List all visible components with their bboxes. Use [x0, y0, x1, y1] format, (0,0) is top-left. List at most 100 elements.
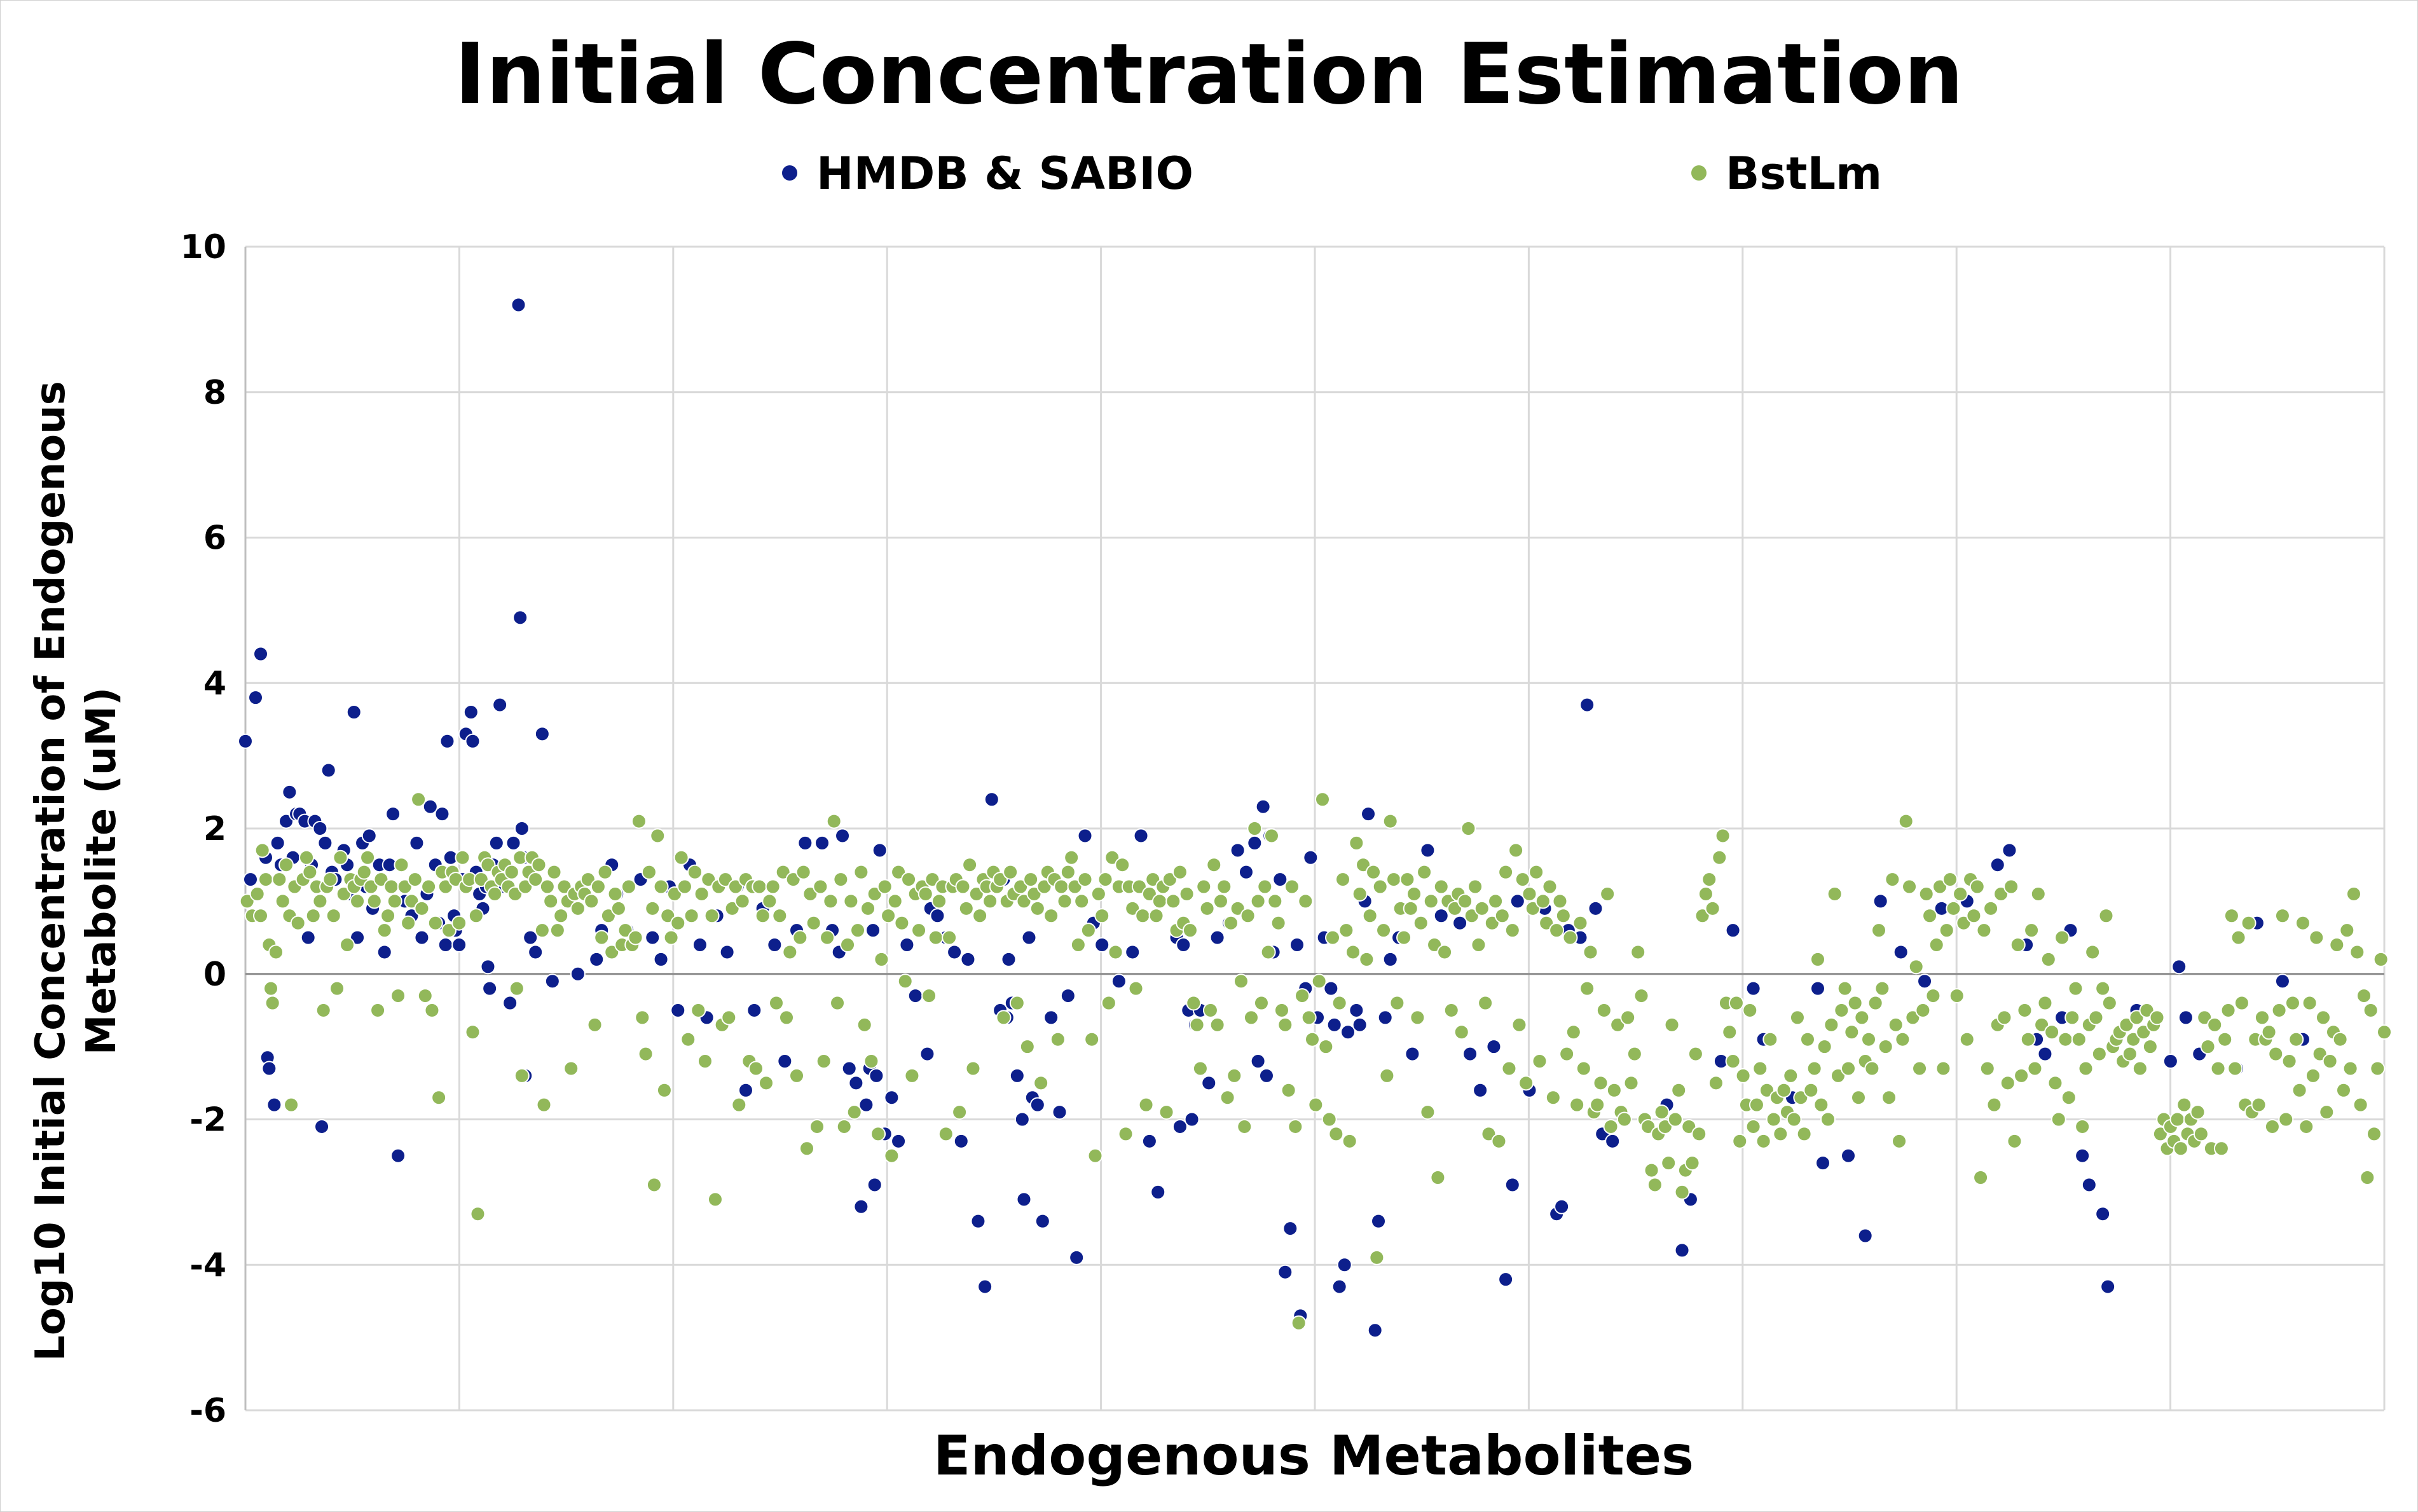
point-hmdb-sabio	[1289, 937, 1305, 952]
point-bstlm	[1854, 1010, 1870, 1026]
point-bstlm	[1054, 879, 1069, 895]
point-bstlm	[1715, 828, 1731, 844]
point-bstlm	[340, 937, 355, 952]
point-bstlm	[1366, 864, 1382, 880]
point-bstlm	[427, 915, 443, 931]
point-bstlm	[1803, 1082, 1819, 1098]
point-hmdb-sabio	[570, 966, 586, 982]
point-hmdb-sabio	[1367, 1323, 1383, 1338]
point-hmdb-sabio	[361, 828, 377, 844]
point-bstlm	[1257, 879, 1273, 895]
point-bstlm	[1498, 864, 1514, 880]
point-hmdb-sabio	[1141, 1133, 1157, 1149]
point-bstlm	[336, 886, 352, 902]
point-bstlm	[249, 886, 265, 902]
point-bstlm	[2281, 1054, 2297, 1069]
point-bstlm	[1345, 944, 1361, 960]
point-bstlm	[1209, 1017, 1225, 1033]
point-bstlm	[2366, 1126, 2382, 1142]
point-bstlm	[1535, 893, 1551, 909]
point-bstlm	[1593, 1075, 1609, 1091]
point-hmdb-sabio	[2171, 959, 2187, 975]
point-bstlm	[333, 849, 348, 865]
point-bstlm	[942, 930, 958, 945]
point-bstlm	[2078, 1061, 2094, 1076]
point-bstlm	[580, 872, 596, 888]
point-hmdb-sabio	[437, 937, 453, 952]
point-bstlm	[1840, 1061, 1856, 1076]
point-bstlm	[421, 879, 437, 895]
point-bstlm	[1491, 1133, 1507, 1149]
point-bstlm	[370, 1002, 386, 1018]
point-hmdb-sabio	[869, 1068, 884, 1083]
point-bstlm	[1837, 980, 1853, 996]
point-bstlm	[2064, 1010, 2080, 1026]
point-bstlm	[394, 857, 409, 873]
point-bstlm	[1433, 879, 1449, 895]
point-bstlm	[660, 908, 676, 924]
point-bstlm	[1728, 995, 1744, 1011]
point-hmdb-sabio	[2100, 1279, 2116, 1295]
point-bstlm	[1250, 893, 1266, 909]
point-bstlm	[617, 923, 633, 938]
point-bstlm	[911, 923, 927, 938]
point-hmdb-sabio	[451, 937, 467, 952]
legend-marker-bstlm	[1691, 165, 1707, 181]
point-hmdb-sabio	[1420, 842, 1436, 858]
point-bstlm	[724, 900, 740, 916]
point-bstlm	[972, 908, 988, 924]
point-bstlm	[380, 908, 396, 924]
point-bstlm	[2193, 1126, 2209, 1142]
point-bstlm	[239, 893, 255, 909]
point-bstlm	[638, 1046, 654, 1062]
point-bstlm	[2169, 1111, 2185, 1127]
point-bstlm	[1206, 857, 1222, 873]
point-bstlm	[806, 915, 821, 931]
point-bstlm	[534, 923, 550, 938]
point-bstlm	[1226, 1068, 1242, 1083]
point-bstlm	[2284, 995, 2300, 1011]
point-bstlm	[1019, 1039, 1035, 1055]
point-bstlm	[1864, 1061, 1880, 1076]
point-bstlm	[1182, 923, 1198, 938]
point-bstlm	[758, 1075, 774, 1091]
point-hmdb-sabio	[528, 944, 544, 960]
point-bstlm	[587, 1017, 603, 1033]
point-bstlm	[305, 908, 321, 924]
point-bstlm	[401, 915, 416, 931]
point-bstlm	[802, 886, 818, 902]
point-bstlm	[1308, 1097, 1324, 1113]
point-bstlm	[721, 1010, 737, 1026]
point-hmdb-sabio	[1277, 1264, 1293, 1280]
point-hmdb-sabio	[692, 937, 708, 952]
point-bstlm	[1722, 1024, 1738, 1040]
point-bstlm	[2091, 1046, 2107, 1062]
point-bstlm	[1878, 1039, 1893, 1055]
grid-lines	[245, 245, 2386, 1412]
point-bstlm	[2007, 1133, 2023, 1149]
point-bstlm	[1996, 1010, 2012, 1026]
point-bstlm	[901, 872, 917, 888]
point-bstlm	[2132, 1061, 2148, 1076]
point-hmdb-sabio	[2002, 842, 2017, 858]
point-bstlm	[1270, 915, 1286, 931]
point-bstlm	[2227, 1061, 2243, 1076]
point-bstlm	[748, 1061, 764, 1076]
point-hmdb-sabio	[841, 1061, 857, 1076]
point-bstlm	[1755, 1133, 1771, 1149]
point-bstlm	[677, 879, 692, 895]
point-bstlm	[1532, 1054, 1548, 1069]
y-tick-label: 0	[203, 956, 226, 994]
point-bstlm	[874, 951, 890, 967]
point-bstlm	[1953, 886, 1968, 902]
point-bstlm	[1705, 900, 1721, 916]
point-bstlm	[1369, 1249, 1385, 1265]
point-bstlm	[1386, 872, 1402, 888]
point-hmdb-sabio	[865, 923, 881, 938]
point-bstlm	[717, 872, 733, 888]
point-bstlm	[2047, 1075, 2063, 1091]
point-bstlm	[546, 864, 562, 880]
point-hmdb-sabio	[505, 835, 521, 851]
point-bstlm	[543, 893, 559, 909]
point-hmdb-sabio	[1069, 1249, 1085, 1265]
